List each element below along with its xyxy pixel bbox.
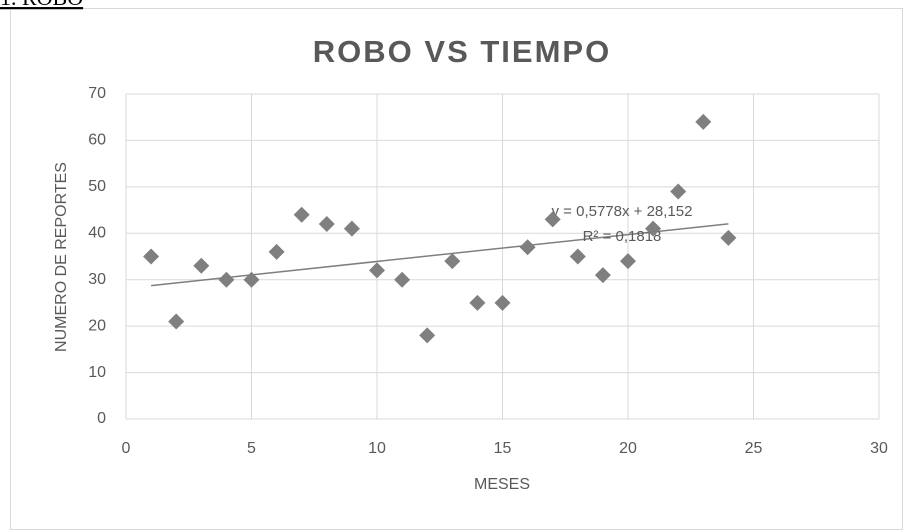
marker xyxy=(594,267,611,284)
y-tick-label: 70 xyxy=(88,85,106,102)
x-tick-label: 0 xyxy=(122,440,131,457)
marker xyxy=(394,271,411,288)
caption-mask xyxy=(0,0,140,8)
trendline-r2: R² = 0,1818 xyxy=(583,228,662,245)
marker xyxy=(293,206,310,223)
chart-border xyxy=(10,8,903,530)
trendline xyxy=(151,223,729,287)
trendline-equation: y = 0,5778x + 28,152 xyxy=(552,203,693,220)
y-tick-label: 10 xyxy=(88,364,106,381)
y-tick-label: 60 xyxy=(88,132,106,149)
y-tick-label: 0 xyxy=(97,410,106,427)
marker xyxy=(469,294,486,311)
marker xyxy=(720,229,737,246)
chart-title: ROBO VS TIEMPO xyxy=(313,34,611,69)
marker xyxy=(343,220,360,237)
marker xyxy=(193,257,210,274)
marker xyxy=(519,239,536,256)
marker xyxy=(318,216,335,232)
marker xyxy=(218,271,235,288)
x-tick-label: 10 xyxy=(368,440,386,457)
marker xyxy=(494,294,511,311)
x-tick-label: 15 xyxy=(494,440,512,457)
marker xyxy=(444,253,461,270)
y-axis-label: NUMERO DE REPORTES xyxy=(53,162,70,352)
marker xyxy=(143,248,160,265)
y-tick-label: 50 xyxy=(88,178,106,195)
y-tick-label: 40 xyxy=(88,225,106,242)
marker xyxy=(268,243,285,260)
y-tick-label: 30 xyxy=(88,271,106,288)
marker xyxy=(369,262,385,279)
x-axis-label: MESES xyxy=(474,476,530,493)
marker xyxy=(695,113,712,130)
marker xyxy=(645,220,662,237)
marker xyxy=(670,183,687,200)
marker xyxy=(569,248,586,265)
marker xyxy=(419,327,436,344)
x-tick-label: 5 xyxy=(247,440,256,457)
x-tick-label: 20 xyxy=(619,440,637,457)
x-tick-label: 30 xyxy=(870,440,888,457)
marker xyxy=(620,253,636,270)
x-tick-label: 25 xyxy=(745,440,763,457)
y-tick-label: 20 xyxy=(88,317,106,334)
marker xyxy=(243,271,260,288)
marker xyxy=(168,313,185,330)
caption: 1. ROBO xyxy=(0,0,83,10)
marker xyxy=(544,211,561,228)
